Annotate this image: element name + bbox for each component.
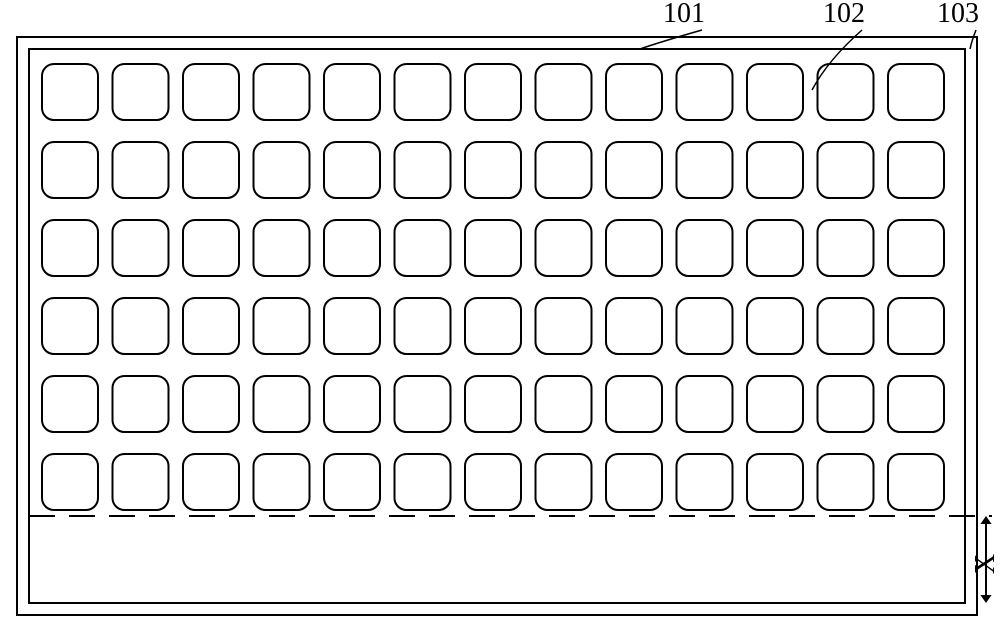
canvas-bg: [0, 0, 1000, 624]
label-l102: 102: [823, 0, 865, 29]
label-l103: 103: [937, 0, 979, 29]
dimension-x-label: X: [970, 554, 1000, 574]
label-l101: 101: [663, 0, 705, 29]
